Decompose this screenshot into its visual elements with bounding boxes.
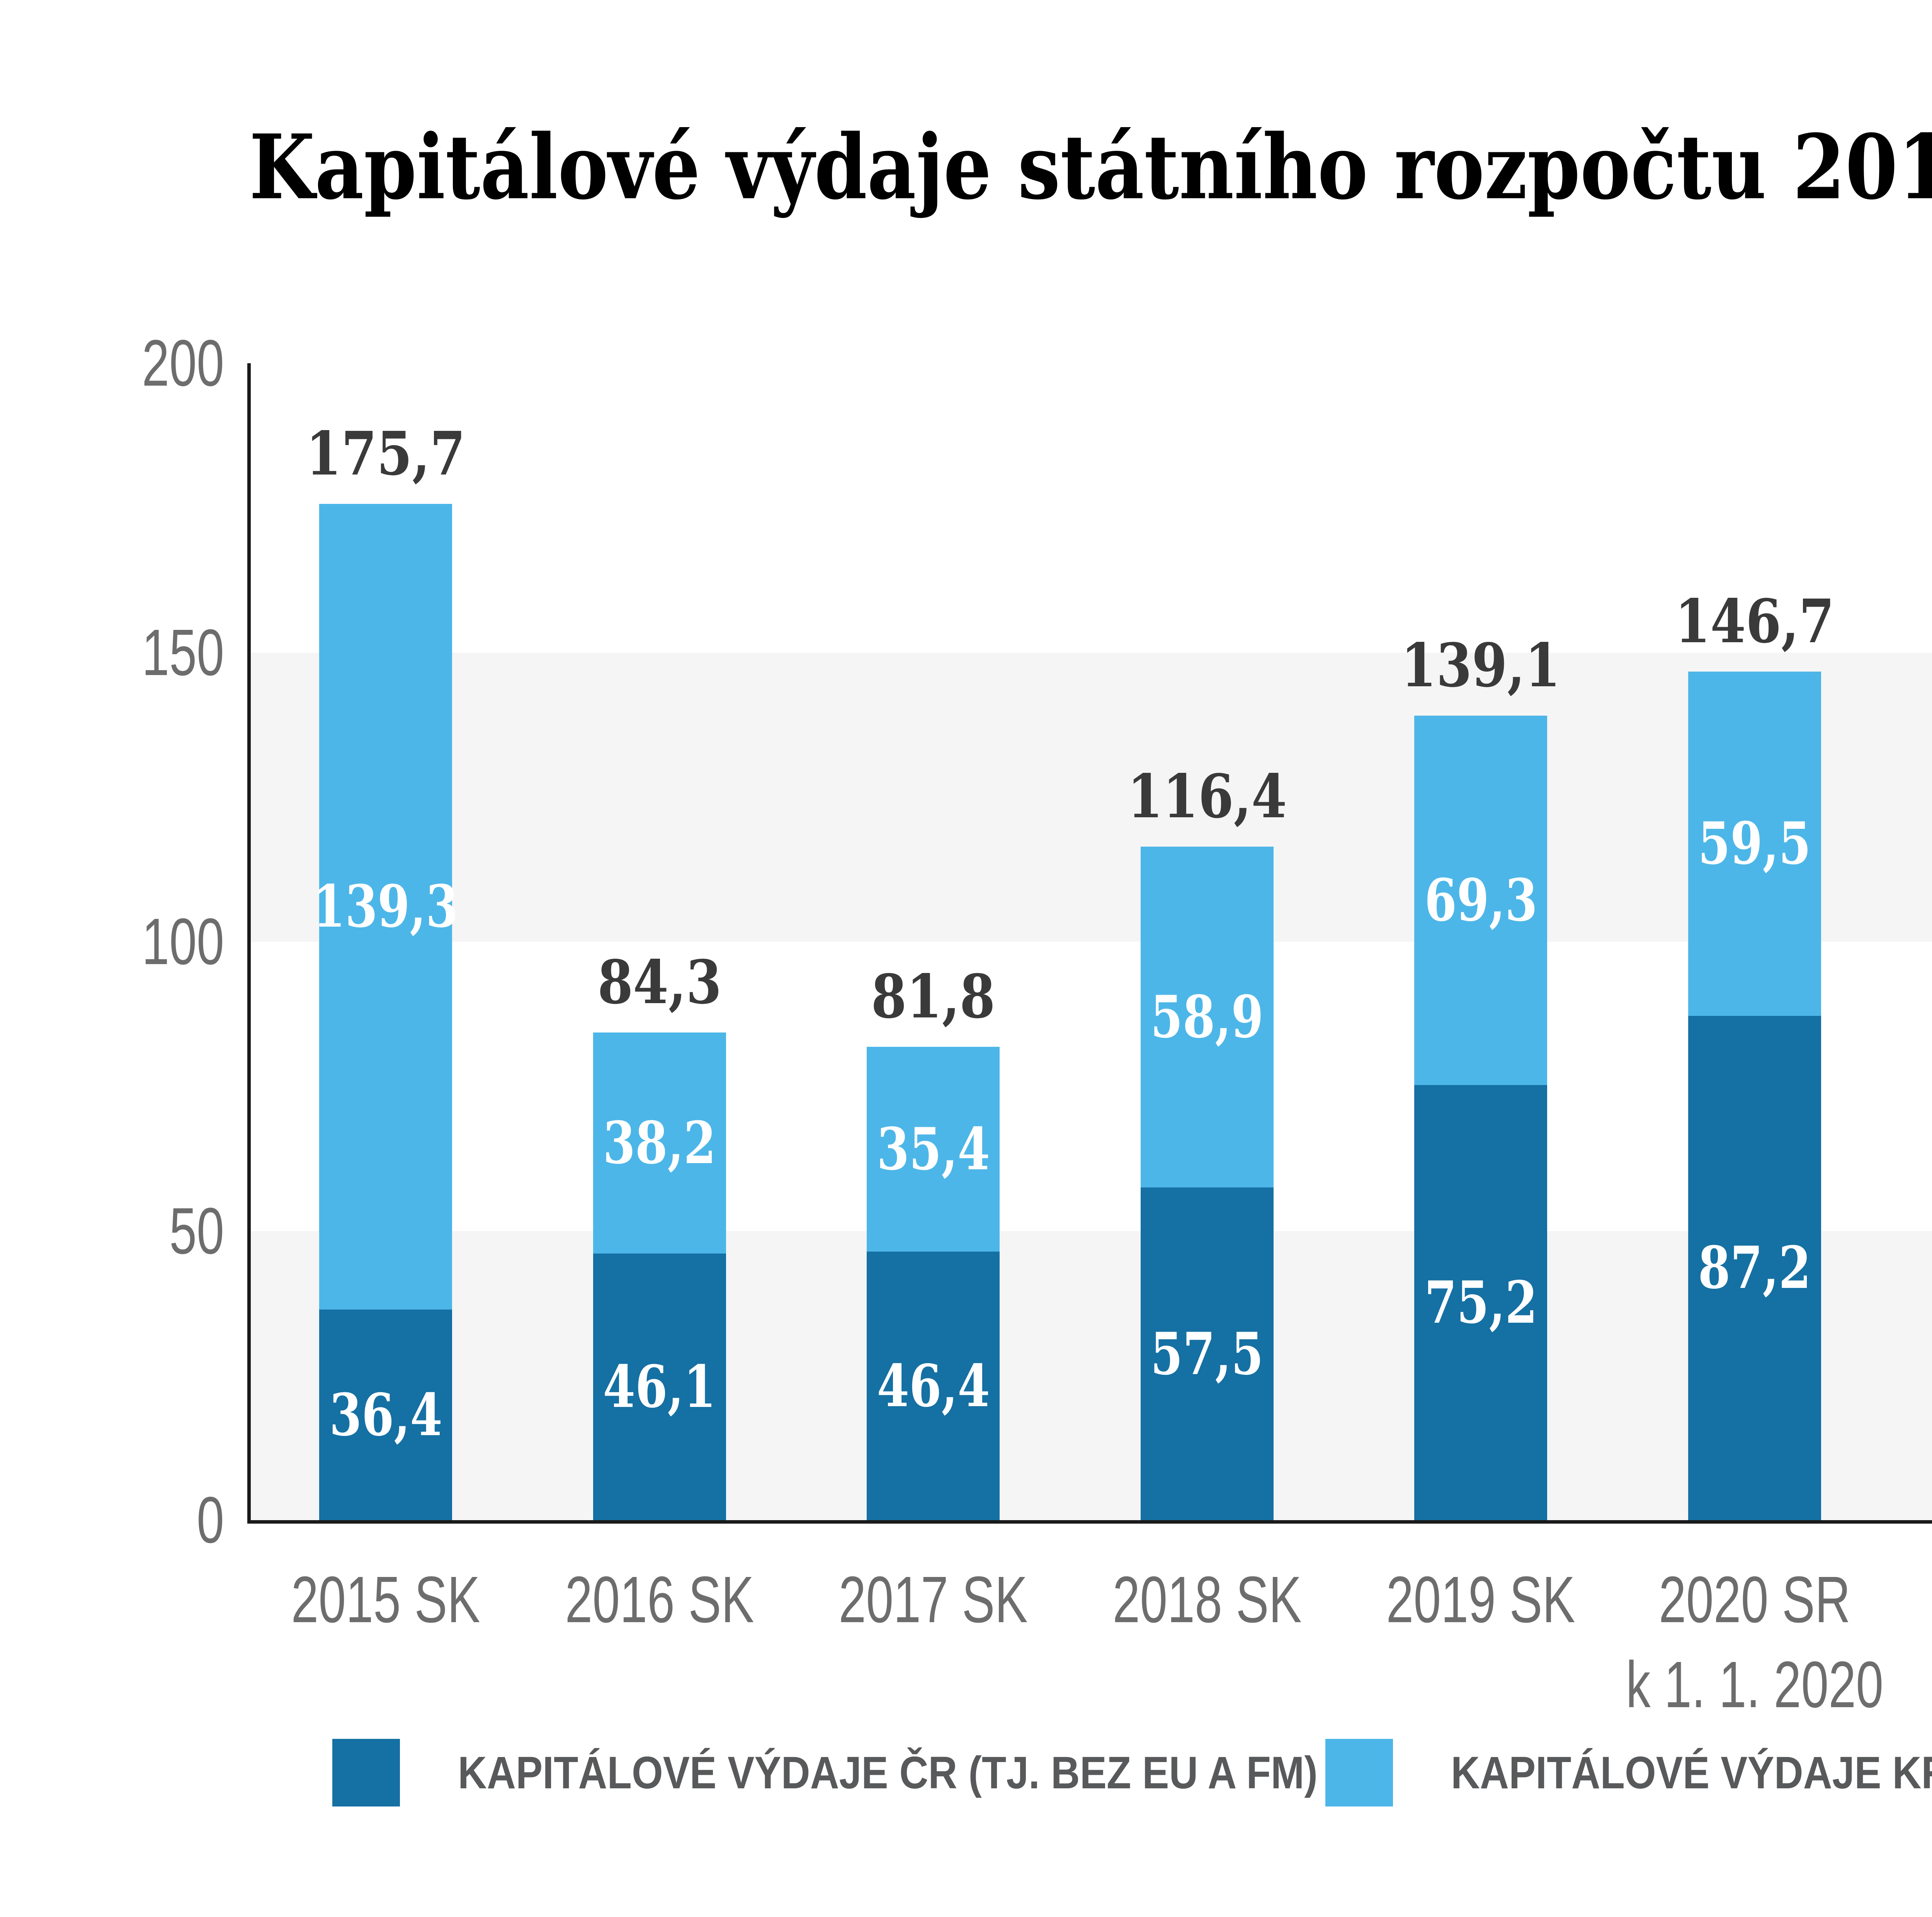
category-label: 2017 SK — [838, 1563, 1028, 1636]
bar-total-label: 175,7 — [306, 418, 466, 489]
segment-value-label: 139,3 — [313, 873, 459, 941]
segment-cr: 75,2 — [1414, 1085, 1548, 1520]
segment-eu-fm-prv: 139,3 — [313, 503, 458, 1310]
bar-total-label: 146,7 — [1675, 585, 1835, 657]
y-tick-label: 200 — [142, 327, 224, 400]
bar-2020-sr-k-1-1-2020: 59,5 87,2 — [1688, 671, 1821, 1520]
segment-value-label: 36,4 — [329, 1381, 442, 1449]
bar-total-label: 81,8 — [871, 961, 995, 1032]
category-label: 2020 SR k 1. 1. 2020 — [1626, 1563, 1883, 1721]
segment-value-label: 46,1 — [603, 1352, 716, 1421]
y-tick-label: 0 — [197, 1483, 224, 1557]
category-label: 2019 SK — [1386, 1563, 1575, 1636]
x-axis-baseline — [247, 1520, 1932, 1524]
bar-2016-sk: 38,2 46,1 — [593, 1032, 726, 1520]
legend-item-dark: KAPITÁLOVÉ VÝDAJE ČR (TJ. BEZ EU A FM) — [332, 1739, 1435, 1806]
y-axis-line — [247, 363, 251, 1524]
legend-swatch-light-blue — [1325, 1739, 1393, 1806]
y-tick-label: 100 — [142, 905, 224, 978]
gridline-band — [249, 1231, 1932, 1520]
legend-label-dark: KAPITÁLOVÉ VÝDAJE ČR (TJ. BEZ EU A FM) — [458, 1747, 1318, 1798]
segment-value-label: 75,2 — [1424, 1269, 1537, 1337]
bar-total-label: 84,3 — [597, 947, 722, 1018]
segment-cr: 46,1 — [593, 1253, 726, 1520]
segment-cr: 36,4 — [319, 1310, 452, 1520]
y-tick-label: 150 — [142, 616, 224, 689]
category-label: 2016 SK — [565, 1563, 754, 1636]
segment-value-label: 46,4 — [877, 1352, 990, 1420]
segment-cr: 87,2 — [1688, 1015, 1821, 1520]
category-label: 2018 SK — [1112, 1563, 1302, 1636]
segment-value-label: 59,5 — [1698, 810, 1811, 878]
segment-eu-fm-prv: 38,2 — [593, 1032, 726, 1254]
plot-area: 139,3 36,4 38,2 46,1 35,4 46,4 58,9 57,5 69,3 75,… — [247, 363, 1932, 1524]
segment-value-label: 38,2 — [603, 1109, 716, 1177]
legend-item-light: KAPITÁLOVÉ VÝDAJE KRYTÉ PŘÍJMY EU A FM A… — [1325, 1739, 1932, 1806]
segment-value-label: 35,4 — [877, 1115, 990, 1184]
segment-eu-fm-prv: 58,9 — [1140, 847, 1274, 1188]
segment-eu-fm-prv: 35,4 — [867, 1047, 1000, 1252]
legend-label-light: KAPITÁLOVÉ VÝDAJE KRYTÉ PŘÍJMY EU A FM A… — [1451, 1747, 1932, 1798]
bar-total-label: 116,4 — [1127, 761, 1287, 832]
segment-value-label: 58,9 — [1150, 983, 1264, 1051]
segment-eu-fm-prv: 59,5 — [1688, 671, 1821, 1016]
bar-2017-sk: 35,4 46,4 — [867, 1047, 1000, 1520]
segment-eu-fm-prv: 69,3 — [1414, 715, 1548, 1085]
gridline-band — [249, 652, 1932, 942]
legend-swatch-dark-blue — [332, 1739, 400, 1806]
bar-total-label: 139,1 — [1401, 629, 1561, 701]
category-label: 2015 SK — [291, 1563, 480, 1636]
segment-value-label: 69,3 — [1424, 866, 1537, 934]
y-tick-label: 50 — [169, 1194, 224, 1268]
segment-cr: 57,5 — [1140, 1187, 1274, 1520]
bar-2019-sk: 69,3 75,2 — [1414, 715, 1548, 1520]
bar-2015-sk: 139,3 36,4 — [313, 503, 458, 1520]
segment-cr: 46,4 — [867, 1252, 1000, 1520]
segment-value-label: 87,2 — [1698, 1234, 1811, 1302]
bar-2018-sk: 58,9 57,5 — [1140, 847, 1274, 1520]
chart-title: Kapitálové výdaje státního rozpočtu 2015… — [249, 115, 1932, 219]
segment-value-label: 57,5 — [1150, 1320, 1264, 1388]
